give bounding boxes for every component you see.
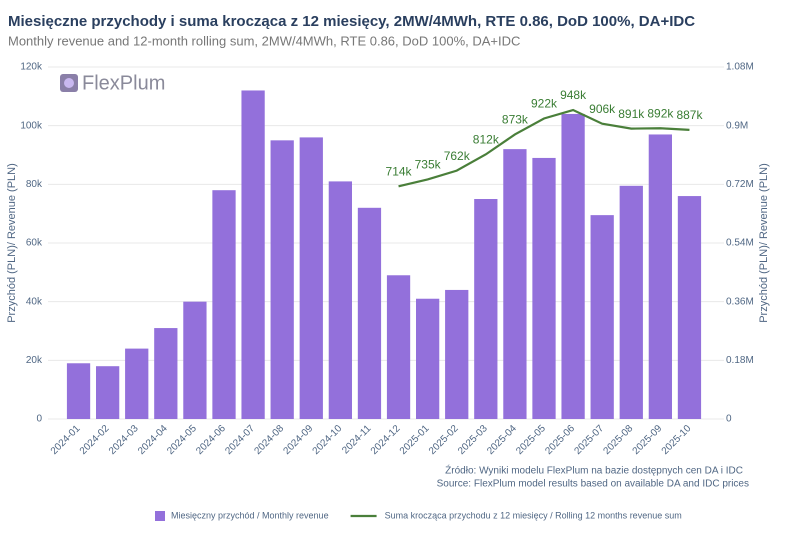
- logo-text: FlexPlum: [82, 72, 165, 94]
- x-tick-label: 2024-07: [223, 423, 257, 457]
- y-axis-title: Przychód (PLN)/ Revenue (PLN): [6, 163, 18, 323]
- y2-tick-label: 0.9M: [726, 120, 748, 131]
- x-tick-label: 2024-03: [107, 423, 141, 457]
- bar: [648, 134, 672, 419]
- x-tick-label: 2024-04: [136, 423, 170, 457]
- x-tick-label: 2025-01: [398, 423, 432, 457]
- x-tick-label: 2025-07: [572, 423, 606, 457]
- source-line: Source: FlexPlum model results based on …: [437, 479, 749, 490]
- bar: [357, 207, 382, 419]
- bar: [445, 289, 469, 419]
- logo: FlexPlum: [60, 72, 165, 94]
- bar: [154, 328, 178, 419]
- bar: [474, 199, 498, 419]
- bar: [66, 363, 91, 419]
- bar: [416, 298, 440, 419]
- y2-tick-label: 0.54M: [726, 238, 754, 249]
- x-tick-label: 2024-10: [311, 423, 345, 457]
- x-tick-label: 2025-05: [514, 423, 548, 457]
- y-tick-label: 100k: [20, 120, 43, 131]
- data-label: 892k: [647, 106, 674, 120]
- data-label: 735k: [415, 158, 442, 172]
- y-tick-label: 120k: [20, 62, 43, 73]
- y2-tick-label: 0.72M: [726, 179, 754, 190]
- x-tick-label: 2024-09: [282, 423, 316, 457]
- data-label: 714k: [386, 164, 413, 178]
- y-tick-label: 60k: [26, 238, 43, 249]
- bar: [532, 157, 556, 419]
- x-tick-label: 2025-09: [631, 423, 665, 457]
- bar: [386, 275, 411, 419]
- data-label: 906k: [589, 102, 616, 116]
- data-label: 812k: [473, 133, 500, 147]
- bar: [503, 149, 527, 419]
- bar: [619, 185, 643, 419]
- x-tick-label: 2025-02: [427, 423, 461, 457]
- data-label: 873k: [502, 113, 529, 127]
- y2-tick-label: 1.08M: [726, 62, 754, 73]
- x-tick-label: 2024-02: [78, 423, 112, 457]
- y-tick-label: 0: [36, 414, 42, 425]
- x-tick-label: 2024-12: [369, 423, 403, 457]
- y2-tick-label: 0: [726, 414, 732, 425]
- bar: [561, 113, 585, 419]
- source-line: Źródło: Wyniki modelu FlexPlum na bazie …: [445, 464, 743, 477]
- x-tick-label: 2025-08: [602, 423, 636, 457]
- y2-tick-label: 0.18M: [726, 355, 754, 366]
- legend-swatch: [155, 511, 165, 521]
- bar: [212, 190, 236, 419]
- bar: [299, 137, 323, 419]
- bar: [241, 90, 265, 419]
- bar: [96, 366, 120, 419]
- y2-tick-label: 0.36M: [726, 296, 754, 307]
- bar: [328, 181, 352, 419]
- x-tick-label: 2025-06: [543, 423, 577, 457]
- x-tick-label: 2024-08: [252, 423, 286, 457]
- x-tick-label: 2025-04: [485, 423, 519, 457]
- data-label: 891k: [618, 107, 645, 121]
- y-tick-label: 20k: [26, 355, 43, 366]
- legend-label: Miesięczny przychód / Monthly revenue: [171, 510, 329, 520]
- bar: [183, 301, 207, 419]
- bar: [270, 140, 294, 420]
- y-tick-label: 80k: [26, 179, 43, 190]
- x-tick-label: 2024-06: [194, 423, 228, 457]
- logo-icon-dot: [64, 78, 74, 88]
- line: [398, 108, 690, 188]
- chart-title: Miesięczne przychody i suma krocząca z 1…: [8, 13, 695, 30]
- bar: [125, 348, 149, 419]
- y2-axis-title: Przychód (PLN)/ Revenue (PLN): [758, 163, 770, 323]
- data-label: 922k: [531, 97, 558, 111]
- data-label: 948k: [560, 88, 587, 102]
- bar: [590, 215, 614, 419]
- chart-subtitle: Monthly revenue and 12-month rolling sum…: [8, 33, 520, 48]
- data-label: 762k: [444, 149, 471, 163]
- x-tick-label: 2024-11: [340, 423, 374, 457]
- data-label: 887k: [676, 108, 703, 122]
- x-tick-label: 2024-01: [49, 423, 83, 457]
- legend-label: Suma krocząca przychodu z 12 miesięcy / …: [385, 510, 682, 520]
- x-tick-label: 2025-03: [456, 423, 490, 457]
- y-tick-label: 40k: [26, 296, 43, 307]
- bar: [677, 196, 702, 419]
- x-tick-label: 2025-10: [660, 423, 694, 457]
- x-tick-label: 2024-05: [165, 423, 199, 457]
